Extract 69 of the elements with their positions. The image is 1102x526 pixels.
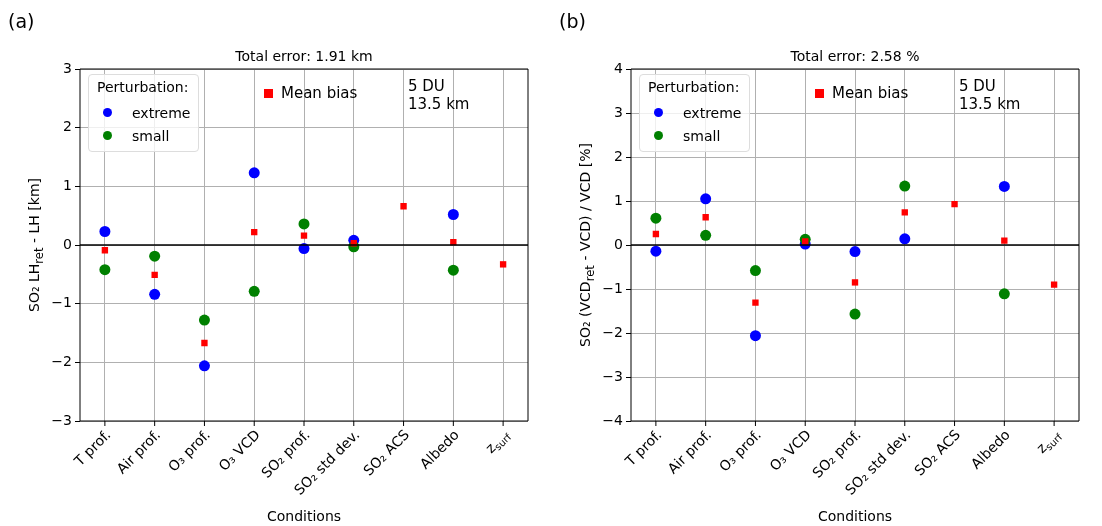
point: [901, 209, 908, 216]
point: [700, 193, 712, 205]
point: [702, 214, 709, 221]
y-tick-label: −4: [602, 411, 624, 428]
y-tick-label: 2: [614, 147, 623, 164]
point: [998, 180, 1010, 192]
point: [99, 264, 111, 276]
annotation: 5 DU 13.5 km: [408, 77, 470, 113]
point: [149, 250, 161, 262]
x-axis-title: Conditions: [817, 508, 893, 524]
y-tick-label: −1: [51, 294, 72, 311]
point: [749, 330, 761, 342]
legend-title: Perturbation:: [97, 79, 190, 97]
point: [99, 226, 111, 238]
point: [998, 288, 1010, 300]
legend-label: Mean bias: [280, 84, 358, 102]
point: [298, 218, 310, 230]
point: [849, 246, 861, 258]
point: [1050, 281, 1058, 288]
chart-title: Total error: 1.91 km: [235, 48, 373, 64]
y-tick-label: −3: [602, 367, 623, 384]
point: [198, 314, 210, 326]
point: [749, 265, 761, 277]
point: [849, 308, 861, 320]
point: [851, 279, 859, 286]
point: [447, 264, 459, 276]
y-tick-label: −2: [51, 352, 72, 369]
y-tick-label: 1: [614, 191, 623, 208]
point: [1001, 237, 1008, 244]
point: [248, 167, 260, 179]
annotation: 5 DU 13.5 km: [959, 77, 1021, 113]
y-tick-label: 3: [63, 59, 72, 76]
point: [899, 233, 911, 245]
point: [499, 261, 507, 268]
point: [447, 208, 459, 220]
chart-title: Total error: 2.58 %: [790, 48, 920, 64]
y-tick-label: 0: [63, 235, 72, 252]
point: [201, 339, 208, 347]
point: [951, 200, 958, 208]
point: [151, 271, 158, 279]
legend-label: small: [132, 127, 170, 144]
y-tick-label: 3: [614, 103, 623, 120]
point: [149, 288, 161, 300]
point: [300, 232, 308, 239]
y-tick-label: 1: [63, 176, 72, 193]
legend-label: small: [683, 127, 721, 144]
point: [650, 245, 662, 257]
legend-title: Perturbation:: [648, 79, 741, 97]
legend-label: extreme: [132, 104, 191, 121]
point: [752, 299, 759, 306]
y-tick-label: 0: [614, 235, 623, 252]
y-tick-label: 4: [614, 59, 624, 76]
text: (a): [8, 10, 35, 32]
legend-label: extreme: [683, 104, 742, 121]
point: [400, 203, 407, 210]
y-tick-label: −1: [602, 279, 623, 296]
point: [198, 360, 210, 372]
point: [650, 212, 662, 224]
y-tick-label: −3: [51, 411, 72, 428]
point: [899, 180, 911, 192]
legend-label: Mean bias: [831, 84, 909, 102]
y-tick-label: −2: [602, 323, 623, 340]
point: [248, 285, 260, 297]
y-tick-label: 2: [63, 118, 72, 135]
x-tick-label: O₃ VCD: [215, 426, 263, 474]
text: (b): [559, 10, 586, 32]
x-tick-label: O₃ VCD: [766, 426, 814, 474]
x-axis-title: Conditions: [266, 508, 342, 524]
point: [700, 229, 712, 241]
